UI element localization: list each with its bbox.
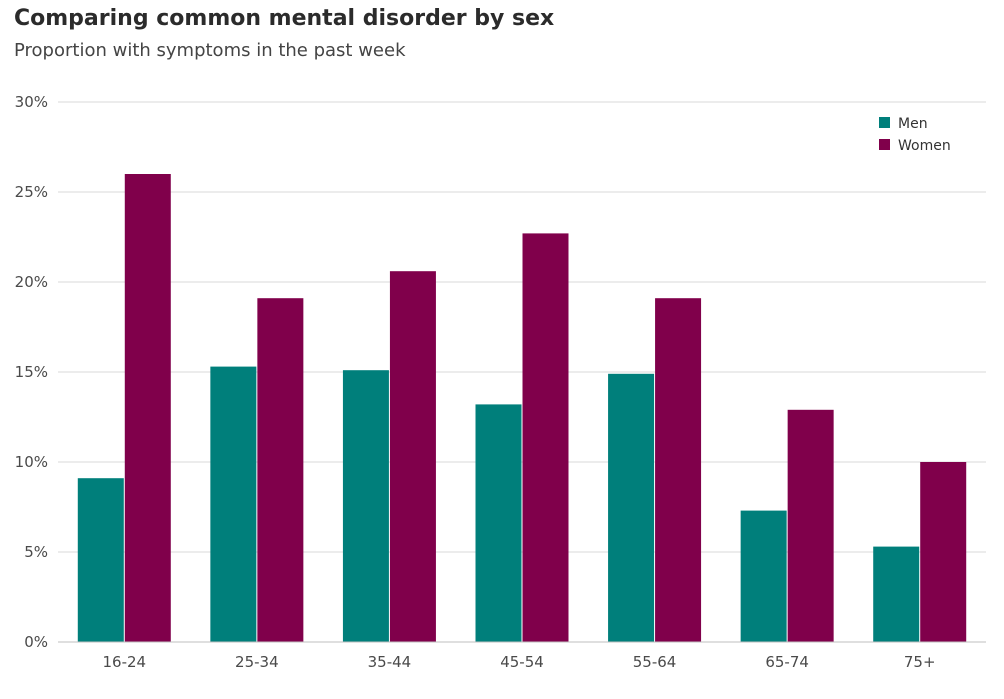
bars <box>77 174 967 642</box>
x-tick-label: 16-24 <box>102 653 146 671</box>
legend-label-women: Women <box>898 138 951 154</box>
bar-men-35-44 <box>342 370 389 642</box>
y-tick-label: 25% <box>15 183 48 201</box>
x-tick-label: 45-54 <box>500 653 544 671</box>
bar-women-35-44 <box>389 271 436 642</box>
legend: Men Women <box>879 116 951 154</box>
legend-label-men: Men <box>898 116 928 132</box>
axes: 0% 5% 10% 15% 20% 25% 30% 16-24 25-34 35-44 45-54 5… <box>15 93 986 671</box>
bar-women-55-64 <box>655 298 702 642</box>
chart-title: Comparing common mental disorder by sex <box>14 6 555 31</box>
bar-men-45-54 <box>475 404 522 642</box>
bar-men-65-74 <box>740 510 787 642</box>
bar-women-25-34 <box>257 298 304 642</box>
chart-subtitle: Proportion with symptoms in the past wee… <box>14 40 406 61</box>
bar-women-75+ <box>920 462 967 642</box>
bar-men-16-24 <box>77 478 124 642</box>
y-tick-label: 15% <box>15 363 48 381</box>
gridlines <box>58 101 986 553</box>
bar-men-55-64 <box>608 373 655 642</box>
legend-swatch-women <box>879 139 890 150</box>
y-tick-label: 10% <box>15 453 48 471</box>
x-tick-label: 65-74 <box>765 653 809 671</box>
x-tick-label: 55-64 <box>633 653 677 671</box>
x-tick-label: 35-44 <box>368 653 412 671</box>
y-tick-label: 5% <box>24 543 48 561</box>
y-tick-label: 20% <box>15 273 48 291</box>
y-tick-label: 0% <box>24 633 48 651</box>
legend-swatch-men <box>879 117 890 128</box>
x-tick-label: 25-34 <box>235 653 279 671</box>
y-tick-label: 30% <box>15 93 48 111</box>
bar-women-65-74 <box>787 409 834 642</box>
bar-women-16-24 <box>124 174 171 642</box>
bar-men-75+ <box>873 546 920 642</box>
bar-men-25-34 <box>210 366 257 642</box>
bar-women-45-54 <box>522 233 569 642</box>
x-tick-label: 75+ <box>904 653 936 671</box>
